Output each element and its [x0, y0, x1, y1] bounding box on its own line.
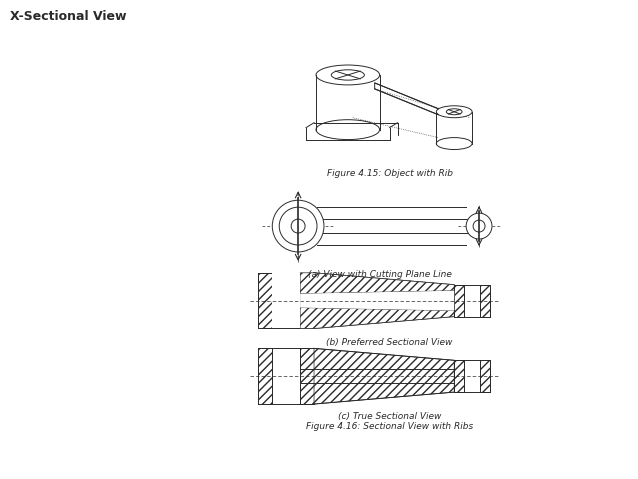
Bar [454, 360, 464, 392]
Polygon shape [300, 273, 454, 294]
Polygon shape [375, 83, 438, 115]
Bar [480, 285, 490, 317]
Text: Figure 4.15: Object with Rib: Figure 4.15: Object with Rib [327, 170, 452, 178]
Text: X-Sectional View: X-Sectional View [10, 11, 126, 23]
Bar [272, 273, 300, 329]
Ellipse shape [316, 120, 380, 139]
Ellipse shape [436, 137, 472, 149]
Polygon shape [300, 291, 454, 310]
Text: (b) Preferred Sectional View: (b) Preferred Sectional View [327, 339, 453, 347]
Ellipse shape [466, 213, 492, 239]
Bar [300, 348, 314, 404]
Ellipse shape [316, 65, 380, 85]
Ellipse shape [272, 200, 324, 252]
Text: (c) True Sectional View
Figure 4.16: Sectional View with Ribs: (c) True Sectional View Figure 4.16: Sec… [306, 412, 473, 432]
Text: (a) View with Cutting Plane Line: (a) View with Cutting Plane Line [308, 270, 452, 279]
Bar [258, 348, 272, 404]
Bar [454, 285, 464, 317]
Bar [300, 273, 314, 329]
Polygon shape [314, 348, 454, 404]
Ellipse shape [436, 106, 472, 118]
Polygon shape [300, 308, 454, 329]
Bar [480, 360, 490, 392]
Bar [258, 273, 272, 329]
